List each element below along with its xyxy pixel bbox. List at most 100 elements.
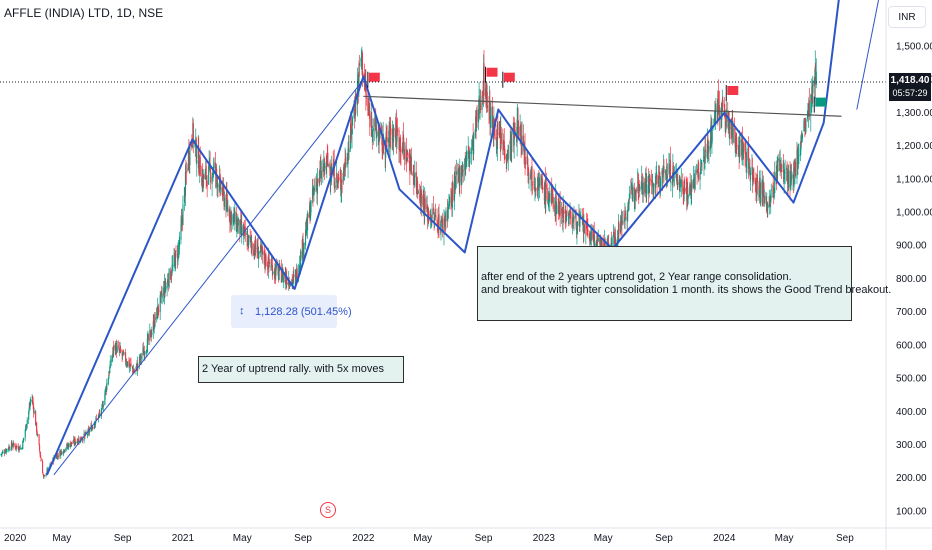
candle-body (310, 200, 312, 213)
candle-body (30, 400, 32, 402)
candle-body (377, 129, 379, 137)
candle-body (649, 177, 651, 182)
candle-body (806, 116, 808, 118)
uptrend-note-text: 2 Year of uptrend rally. with 5x moves (202, 363, 385, 375)
candle-body (514, 130, 516, 133)
candle-body (773, 189, 775, 195)
candle-body (486, 85, 488, 104)
candle-body (542, 187, 544, 190)
candle-body (777, 158, 779, 169)
candle-body (288, 281, 290, 285)
candle-body (195, 138, 197, 162)
candle-body (28, 410, 30, 420)
candle-body (749, 172, 752, 180)
candle-body (455, 171, 457, 175)
candle-body (666, 174, 669, 178)
candle-body (282, 274, 284, 283)
candle-body (255, 238, 257, 250)
time-tick-label: 2020 (4, 533, 27, 544)
candle-body (167, 280, 169, 284)
range-resistance-line[interactable] (363, 95, 842, 117)
candle-body (783, 172, 785, 184)
price-tick-label: 800.00 (896, 274, 927, 285)
candle-body (784, 172, 786, 176)
candle-body (225, 194, 228, 211)
candle-body (243, 228, 245, 232)
projection-line[interactable] (856, 0, 880, 110)
range-measure-label[interactable]: ↕ 1,128.28 (501.45%) (231, 295, 352, 328)
candle-body (562, 206, 564, 223)
candle-body (303, 248, 305, 253)
candle-body (518, 126, 520, 138)
consolidation-note[interactable]: after end of the 2 years uptrend got, 2 … (477, 246, 891, 321)
candle-body (371, 117, 373, 128)
candle-body (94, 422, 97, 426)
candle-body (313, 187, 316, 192)
candle-body (438, 213, 440, 230)
candle-body (222, 184, 225, 190)
candle-body (520, 124, 522, 146)
candle-body (559, 198, 561, 216)
candle-body (753, 177, 755, 182)
candle-body (381, 135, 383, 152)
candle-body (737, 147, 739, 150)
candle-body (461, 173, 463, 185)
candle-body (473, 132, 475, 155)
candle-body (660, 178, 662, 193)
candle-body (333, 161, 335, 187)
candle-body (703, 156, 705, 163)
candle-body (732, 127, 734, 143)
candle-body (170, 270, 172, 280)
candle-body (541, 178, 543, 191)
time-tick-label: Sep (294, 533, 312, 544)
candle-body (680, 187, 682, 188)
candle-body (687, 187, 689, 196)
candle-body (192, 123, 194, 144)
candle-body (251, 243, 253, 251)
candle-body (575, 210, 577, 226)
candle-body (498, 133, 500, 135)
candle-body (756, 177, 758, 196)
candle-body (513, 130, 515, 146)
zigzag-pattern-line[interactable] (46, 0, 840, 476)
candle-body (545, 181, 547, 202)
candle-body (761, 179, 763, 195)
candle-body (278, 273, 280, 277)
candle-body (171, 265, 173, 274)
uptrend-channel-line[interactable] (53, 79, 364, 476)
candle-body (586, 222, 588, 230)
candle-body (187, 167, 189, 171)
candle-body (790, 176, 792, 188)
candle-body (113, 345, 115, 351)
time-axis[interactable]: 2020 May Sep 2021 May Sep 2022 May Sep 2023 May Sep… (4, 533, 854, 544)
candle-body (613, 232, 615, 234)
candle-body (386, 128, 388, 137)
candle-body (146, 338, 148, 353)
candle-body (671, 181, 673, 186)
candle-body (538, 177, 540, 188)
candle-body (95, 418, 98, 420)
candle-body (198, 171, 200, 175)
price-axis[interactable]: 100.00 200.00 300.00 400.00 500.00 600.00 700.… (896, 41, 932, 517)
candle-body (628, 202, 630, 210)
currency-button[interactable]: INR (888, 6, 926, 28)
candle-body (587, 229, 589, 233)
candle-body (669, 159, 671, 182)
split-event-badge[interactable]: S (320, 502, 336, 518)
candle-body (56, 454, 58, 460)
candle-body (29, 403, 31, 406)
candle-body (400, 148, 402, 152)
candle-body (337, 181, 339, 183)
candle-body (258, 251, 260, 255)
price-tick-label: 900.00 (896, 241, 927, 252)
uptrend-note[interactable]: 2 Year of uptrend rally. with 5x moves (198, 356, 404, 383)
candle-body (504, 148, 506, 159)
candle-body (248, 235, 250, 246)
candle-body (624, 213, 627, 219)
candle-body (445, 210, 447, 222)
candle-body (70, 444, 72, 448)
candle-body (628, 193, 630, 200)
candle-body (613, 231, 615, 237)
candle-body (289, 286, 291, 288)
